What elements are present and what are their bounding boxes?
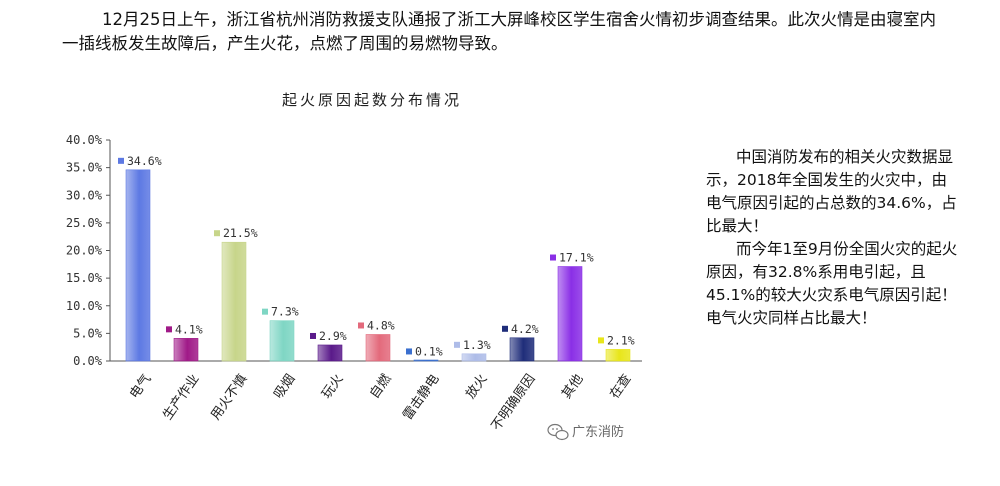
side-note-paragraph-2: 而今年1至9月份全国火灾的起火原因，有32.8%系用电引起，且45.1%的较大火… <box>706 240 958 327</box>
y-tick-label: 20.0% <box>66 244 103 258</box>
category-label: 在查 <box>607 372 634 402</box>
bar <box>269 320 295 362</box>
value-label: 4.8% <box>367 318 395 332</box>
category-label: 自燃 <box>366 371 394 401</box>
bar <box>557 266 583 362</box>
value-label: 1.3% <box>463 338 491 352</box>
value-label-marker <box>310 332 316 339</box>
value-label: 0.1% <box>415 344 443 358</box>
intro-paragraph: 12月25日上午，浙江省杭州消防救援支队通报了浙工大屏峰校区学生宿舍火情初步调查… <box>62 10 936 53</box>
value-label: 4.1% <box>175 322 203 336</box>
value-label-marker <box>358 322 364 329</box>
value-label: 4.2% <box>511 322 539 336</box>
bar <box>317 344 343 362</box>
value-label-marker <box>166 326 172 333</box>
value-label-marker <box>118 157 124 164</box>
value-label-marker <box>502 325 508 332</box>
category-label: 用火不慎 <box>208 372 250 423</box>
y-tick-label: 0.0% <box>73 354 103 368</box>
bar <box>605 349 631 362</box>
value-label: 17.1% <box>559 251 594 265</box>
chart-title: 起火原因起数分布情况 <box>282 91 462 109</box>
value-label: 21.5% <box>223 226 258 240</box>
value-label-marker <box>550 254 556 261</box>
value-label-marker <box>406 348 412 355</box>
value-label: 2.1% <box>607 333 635 347</box>
bar-group <box>125 169 631 362</box>
category-label: 生产作业 <box>160 372 202 423</box>
bar <box>365 334 391 362</box>
bar <box>221 241 247 362</box>
bar <box>413 359 439 362</box>
value-label-marker <box>598 337 604 344</box>
category-label: 玩火 <box>319 372 346 402</box>
value-label-marker <box>214 230 220 237</box>
y-tick-label: 10.0% <box>66 299 103 313</box>
category-label: 吸烟 <box>271 372 298 402</box>
bar <box>125 169 151 362</box>
category-label: 不明确原因 <box>489 372 539 434</box>
value-label-marker <box>454 341 460 348</box>
side-note-paragraph-1: 中国消防发布的相关火灾数据显示，2018年全国发生的火灾中，由电气原因引起的占总… <box>706 148 957 235</box>
y-tick-label: 15.0% <box>66 271 103 285</box>
bar <box>509 337 535 362</box>
fire-cause-bar-chart: 起火原因起数分布情况 0.0% 5.0% 10.0% 15.0% 20.0% 25.0% 3… <box>66 91 642 441</box>
category-label: 电气 <box>126 371 154 401</box>
y-tick-label: 25.0% <box>66 216 103 230</box>
watermark-text: 广东消防 <box>572 424 624 440</box>
wechat-icon <box>547 423 569 441</box>
category-label: 其他 <box>559 372 586 402</box>
value-label-group: 34.6% 4.1% 21.5% 7.3% 2.9% 4.8% 0.1% 1.3% 4.2% 17… <box>118 154 635 358</box>
y-tick-label: 30.0% <box>66 188 103 202</box>
watermark: 广东消防 <box>547 423 624 441</box>
bar <box>461 353 487 362</box>
category-label: 放火 <box>463 372 490 402</box>
y-tick-label: 40.0% <box>66 133 103 147</box>
y-tick-group: 0.0% 5.0% 10.0% 15.0% 20.0% 25.0% 30.0% 35.0% 40… <box>66 133 110 368</box>
y-tick-label: 35.0% <box>66 161 103 175</box>
y-tick-label: 5.0% <box>73 326 103 340</box>
value-label: 7.3% <box>271 305 299 319</box>
bar <box>173 338 199 362</box>
value-label: 2.9% <box>319 329 347 343</box>
side-note: 中国消防发布的相关火灾数据显示，2018年全国发生的火灾中，由电气原因引起的占总… <box>706 146 958 330</box>
category-label: 雷击静电 <box>400 372 442 423</box>
value-label: 34.6% <box>127 154 162 168</box>
value-label-marker <box>262 308 268 315</box>
